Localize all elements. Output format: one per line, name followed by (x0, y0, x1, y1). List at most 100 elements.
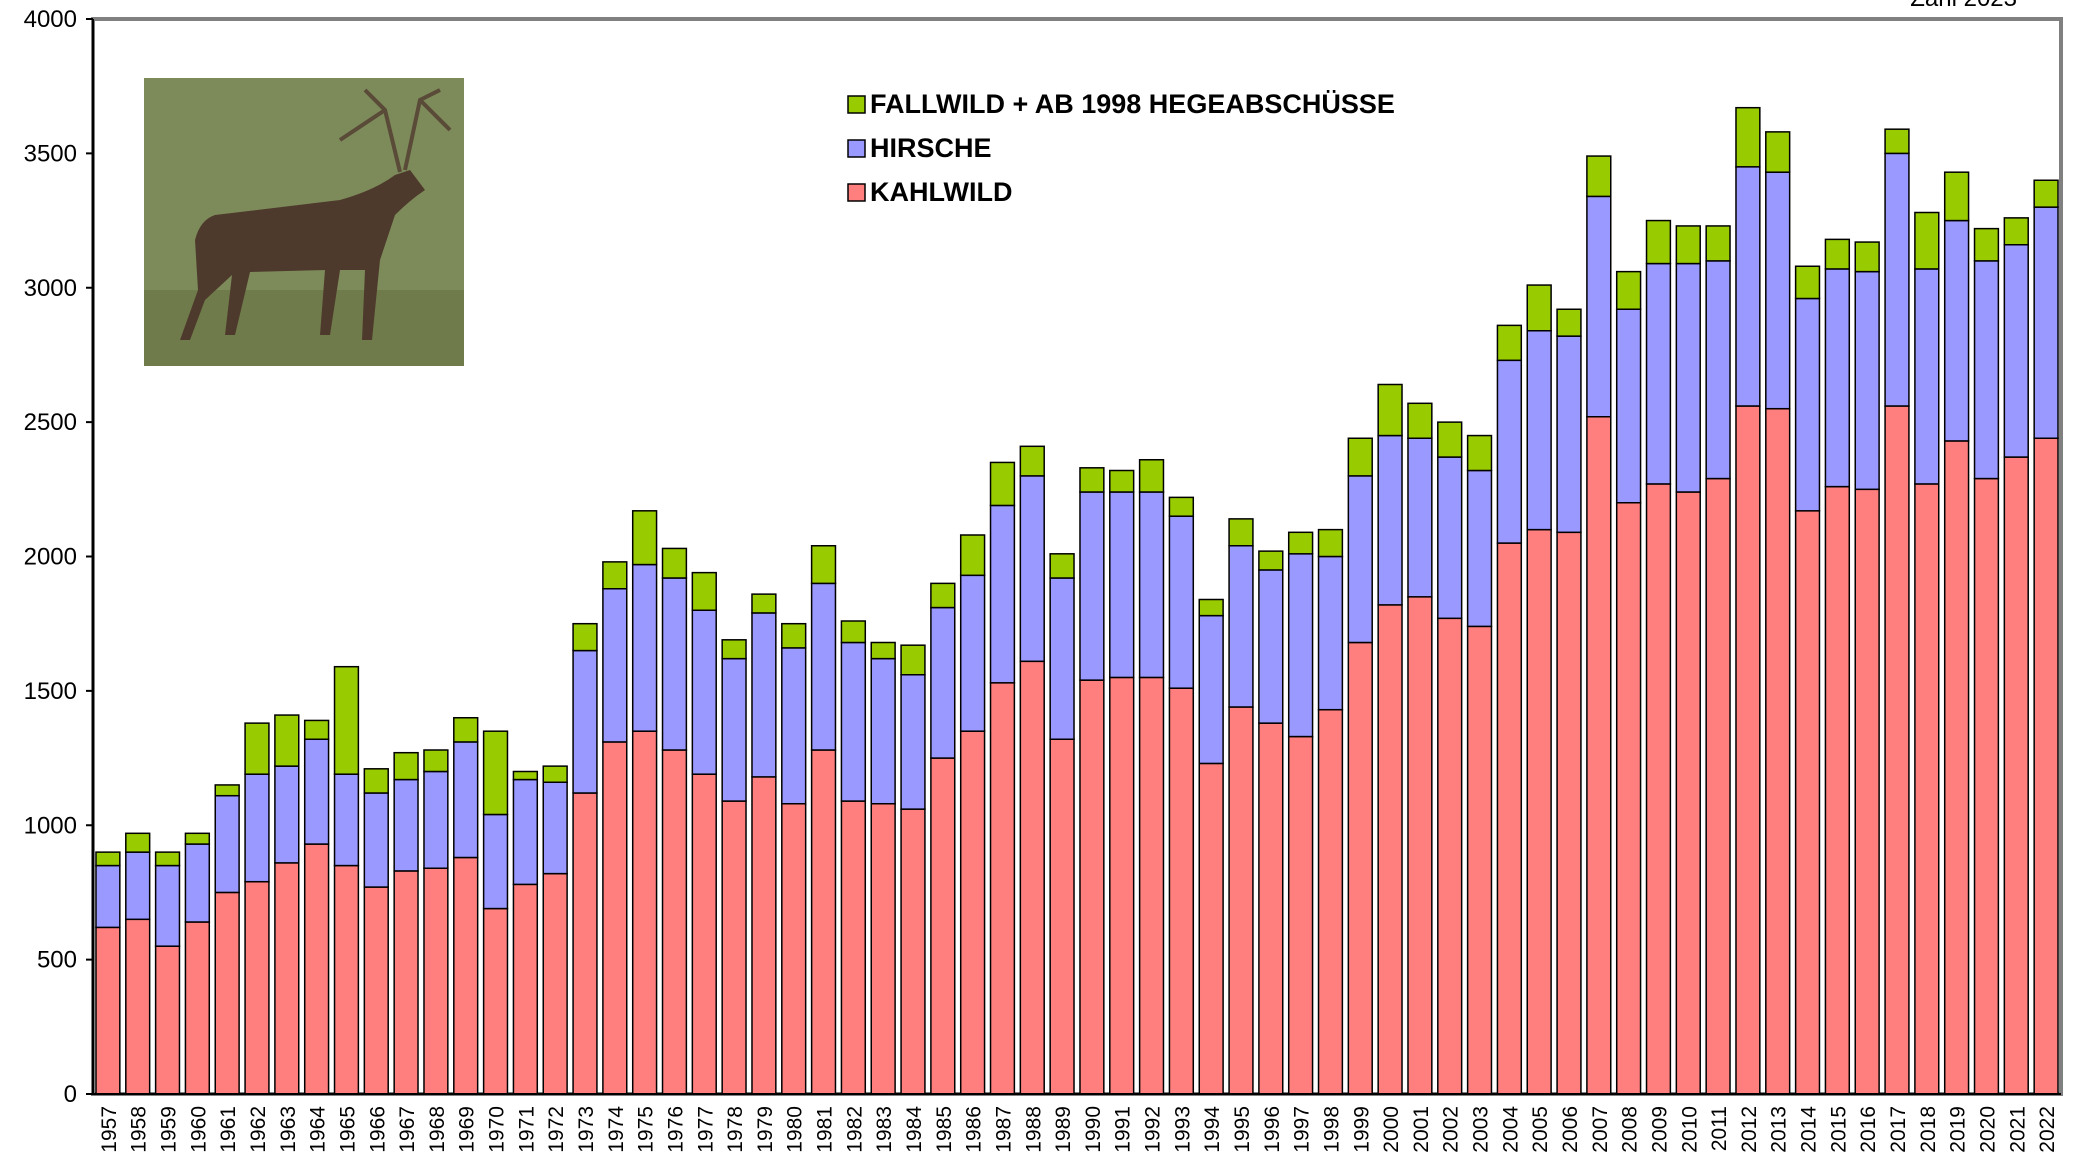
bar-segment (154, 864, 181, 947)
x-tick-label: 1988 (1022, 1106, 1045, 1153)
bar-segment (631, 730, 658, 1095)
bar-segment (1317, 708, 1344, 1095)
bar-segment (1615, 308, 1642, 504)
bar-segment (1109, 491, 1135, 679)
bar-segment (393, 870, 419, 1095)
bar-segment (2003, 244, 2029, 458)
bar-segment (184, 921, 211, 1095)
bar-segment (423, 770, 449, 869)
bar-segment (1407, 437, 1433, 598)
bar-segment (2003, 456, 2029, 1095)
bar-segment (1079, 491, 1105, 681)
x-tick-label: 2013 (1768, 1106, 1791, 1153)
bar-segment (661, 547, 688, 579)
bar-segment (453, 741, 479, 859)
bar-segment (1258, 569, 1284, 724)
bar-segment (1943, 171, 1970, 222)
bar-segment (661, 749, 688, 1095)
bar-segment (1973, 477, 2000, 1095)
bar-segment (1258, 722, 1284, 1095)
bar-segment (1138, 676, 1165, 1095)
bar-segment (1615, 270, 1642, 310)
bar-segment (2033, 206, 2059, 439)
x-tick-label: 2010 (1678, 1106, 1701, 1153)
x-tick-label: 2018 (1917, 1106, 1940, 1153)
bar-segment (1079, 679, 1105, 1095)
bar-segment (512, 778, 539, 886)
bar-segment (1287, 735, 1314, 1095)
bar-segment (1735, 166, 1761, 407)
x-tick-label: 1982 (843, 1106, 866, 1153)
annotation: Zahl 2023 (1910, 0, 2017, 12)
bar-segment (959, 534, 986, 577)
x-tick-label: 1977 (694, 1106, 717, 1153)
x-tick-label: 1966 (366, 1106, 389, 1153)
bar-segment (363, 792, 389, 888)
bar-segment (453, 856, 479, 1095)
y-tick-label: 0 (64, 1081, 77, 1108)
x-tick-label: 2006 (1559, 1106, 1582, 1153)
bar-segment (1347, 475, 1373, 644)
y-tick-label: 2500 (24, 409, 77, 436)
bar-segment (1198, 598, 1224, 617)
bar-segment (184, 843, 211, 923)
x-tick-label: 1985 (933, 1106, 956, 1153)
bar-segment (1556, 308, 1582, 337)
x-tick-label: 1983 (873, 1106, 896, 1153)
x-tick-label: 2014 (1798, 1106, 1821, 1153)
x-tick-label: 1984 (903, 1106, 926, 1153)
bar-segment (2003, 217, 2029, 246)
bar-segment (572, 792, 598, 1095)
bar-segment (393, 778, 419, 872)
bar-segment (1914, 268, 1940, 485)
bar-segment (2033, 437, 2059, 1095)
bar-segment (1407, 596, 1433, 1095)
bar-segment (691, 571, 717, 611)
x-tick-label: 1997 (1291, 1106, 1314, 1153)
bar-segment (125, 851, 151, 921)
x-tick-label: 2019 (1947, 1106, 1970, 1153)
bar-segment (900, 808, 926, 1095)
x-tick-label: 1971 (515, 1106, 538, 1153)
bar-segment (1228, 706, 1254, 1095)
bar-segment (1109, 676, 1135, 1095)
bar-segment (1228, 518, 1254, 547)
bar-segment (1437, 421, 1463, 458)
bar-segment (1914, 211, 1940, 270)
bar-segment (721, 657, 747, 802)
bar-segment (1794, 297, 1821, 512)
bar-segment (959, 730, 986, 1095)
bar-segment (1496, 359, 1523, 544)
bar-segment (214, 784, 240, 797)
bar-segment (721, 800, 747, 1095)
bar-segment (393, 751, 419, 781)
bar-segment (959, 574, 986, 732)
x-tick-label: 1965 (336, 1106, 359, 1153)
bar-segment (1794, 510, 1821, 1095)
bar-segment (1675, 491, 1701, 1095)
bar-segment (512, 883, 539, 1095)
bar-segment (900, 674, 926, 810)
bar-segment (1466, 434, 1493, 472)
x-tick-label: 2016 (1857, 1106, 1880, 1153)
bar-segment (1496, 542, 1523, 1095)
bar-segment (691, 773, 717, 1095)
x-tick-label: 1979 (754, 1106, 777, 1153)
x-tick-label: 1980 (784, 1106, 807, 1153)
bar-segment (781, 803, 807, 1095)
bar-segment (303, 843, 330, 1095)
bar-segment (1049, 577, 1075, 740)
bar-segment (1526, 528, 1552, 1095)
bar-segment (810, 545, 837, 585)
x-tick-label: 1964 (307, 1106, 330, 1153)
bar-segment (1973, 227, 2000, 262)
bar-segment (1287, 553, 1314, 738)
bar-segment (989, 682, 1016, 1095)
bar-segment (930, 757, 956, 1095)
bar-segment (1317, 555, 1344, 711)
x-tick-label: 2001 (1410, 1106, 1433, 1153)
y-tick-label: 3000 (24, 275, 77, 302)
bar-segment (1794, 265, 1821, 300)
bar-segment (1138, 491, 1165, 679)
